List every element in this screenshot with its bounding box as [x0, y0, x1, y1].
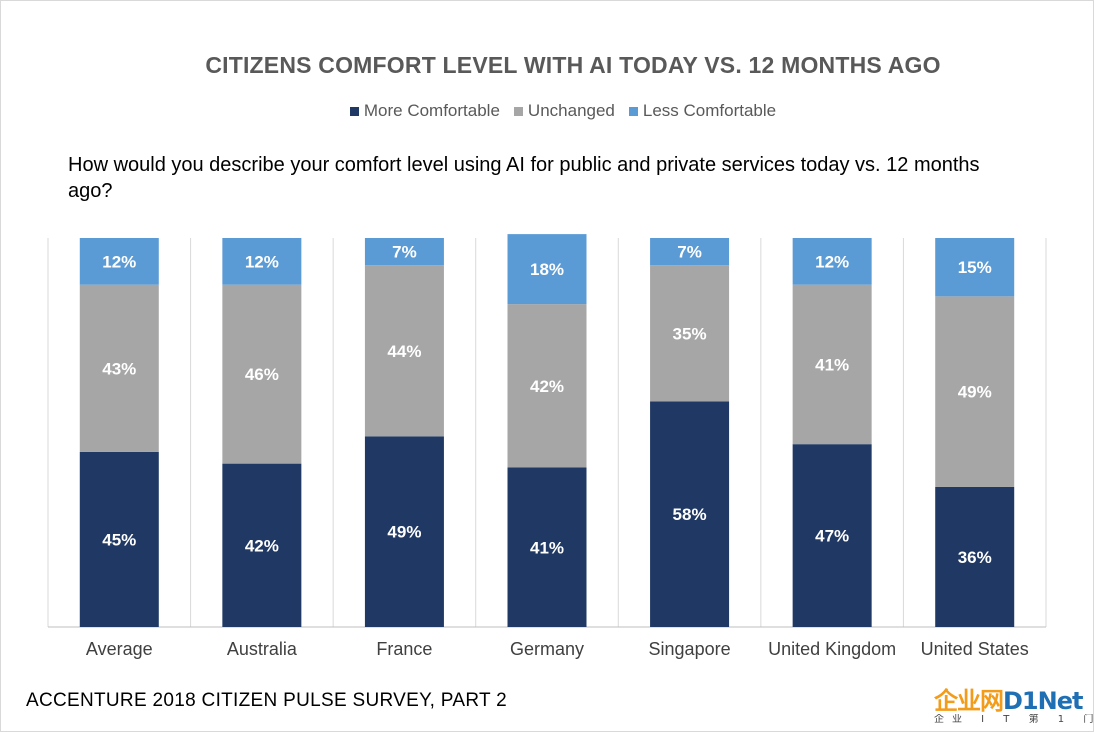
- legend-swatch-less-comfortable: [628, 106, 638, 116]
- data-label-more-comfortable-germany: 41%: [530, 538, 564, 557]
- data-label-more-comfortable-united-kingdom: 47%: [815, 527, 849, 546]
- legend-item-unchanged: Unchanged: [513, 101, 615, 121]
- data-label-unchanged-average: 43%: [102, 359, 136, 378]
- source-note: ACCENTURE 2018 CITIZEN PULSE SURVEY, PAR…: [26, 690, 508, 711]
- data-label-unchanged-singapore: 35%: [673, 324, 707, 343]
- bar-more-comfortable-germany: [507, 467, 587, 627]
- bar-less-comfortable-united-kingdom: [792, 238, 872, 285]
- legend-swatch-more-comfortable: [349, 106, 359, 116]
- data-label-less-comfortable-singapore: 7%: [677, 243, 702, 262]
- bar-unchanged-average: [79, 284, 159, 452]
- legend-swatch-unchanged: [513, 106, 523, 116]
- data-label-more-comfortable-singapore: 58%: [673, 505, 707, 524]
- data-label-more-comfortable-united-states: 36%: [958, 548, 992, 567]
- bar-more-comfortable-united-states: [935, 486, 1015, 627]
- data-label-unchanged-united-kingdom: 41%: [815, 355, 849, 374]
- data-label-unchanged-france: 44%: [387, 342, 421, 361]
- logo-tagline: 企业 I T 第 1 门户: [934, 714, 1094, 725]
- chart-legend: More Comfortable Unchanged Less Comforta…: [0, 101, 1094, 121]
- x-tick-label-singapore: Singapore: [649, 639, 731, 659]
- x-tick-label-germany: Germany: [510, 639, 584, 659]
- x-tick-label-united-kingdom: United Kingdom: [768, 639, 896, 659]
- bar-more-comfortable-average: [79, 451, 159, 627]
- bar-more-comfortable-australia: [222, 463, 302, 627]
- bar-less-comfortable-australia: [222, 238, 302, 285]
- data-label-less-comfortable-germany: 18%: [530, 260, 564, 279]
- bar-unchanged-united-kingdom: [792, 284, 872, 445]
- chart-title: CITIZENS COMFORT LEVEL WITH AI TODAY VS.…: [205, 52, 941, 78]
- data-label-more-comfortable-france: 49%: [387, 523, 421, 542]
- bar-unchanged-france: [364, 265, 444, 437]
- bar-less-comfortable-singapore: [650, 238, 730, 266]
- logo-wordmark: 企业网D1Net: [934, 688, 1094, 714]
- x-tick-label-australia: Australia: [227, 639, 298, 659]
- data-label-unchanged-australia: 46%: [245, 365, 279, 384]
- bar-less-comfortable-germany: [507, 234, 587, 305]
- legend-label-less-comfortable: Less Comfortable: [642, 101, 777, 120]
- x-tick-label-france: France: [376, 639, 432, 659]
- legend-label-unchanged: Unchanged: [527, 101, 615, 120]
- data-label-less-comfortable-united-kingdom: 12%: [815, 252, 849, 271]
- logo-chinese: 企业网: [934, 687, 1004, 715]
- data-label-more-comfortable-average: 45%: [102, 530, 136, 549]
- bar-unchanged-australia: [222, 284, 302, 464]
- bar-more-comfortable-singapore: [650, 401, 730, 627]
- bar-less-comfortable-average: [79, 238, 159, 285]
- bar-more-comfortable-united-kingdom: [792, 444, 872, 627]
- bar-less-comfortable-united-states: [935, 238, 1015, 297]
- data-label-unchanged-germany: 42%: [530, 377, 564, 396]
- data-label-unchanged-united-states: 49%: [958, 383, 992, 402]
- bar-more-comfortable-france: [364, 436, 444, 627]
- d1net-logo: 企业网D1Net 企业 I T 第 1 门户: [934, 688, 1094, 732]
- data-label-less-comfortable-average: 12%: [102, 252, 136, 271]
- x-tick-label-united-states: United States: [921, 639, 1029, 659]
- bar-unchanged-singapore: [650, 265, 730, 402]
- survey-question: How would you describe your comfort leve…: [68, 154, 980, 202]
- bar-unchanged-germany: [507, 304, 587, 468]
- data-label-less-comfortable-united-states: 15%: [958, 258, 992, 277]
- bar-unchanged-united-states: [935, 296, 1015, 487]
- legend-label-more-comfortable: More Comfortable: [363, 101, 500, 120]
- data-label-less-comfortable-france: 7%: [392, 243, 417, 262]
- bar-less-comfortable-france: [364, 238, 444, 266]
- legend-item-more-comfortable: More Comfortable: [349, 101, 500, 121]
- data-label-more-comfortable-australia: 42%: [245, 536, 279, 555]
- legend-item-less-comfortable: Less Comfortable: [628, 101, 777, 121]
- x-tick-label-average: Average: [86, 639, 153, 659]
- logo-d1net: D1Net: [1003, 687, 1083, 715]
- data-label-less-comfortable-australia: 12%: [245, 252, 279, 271]
